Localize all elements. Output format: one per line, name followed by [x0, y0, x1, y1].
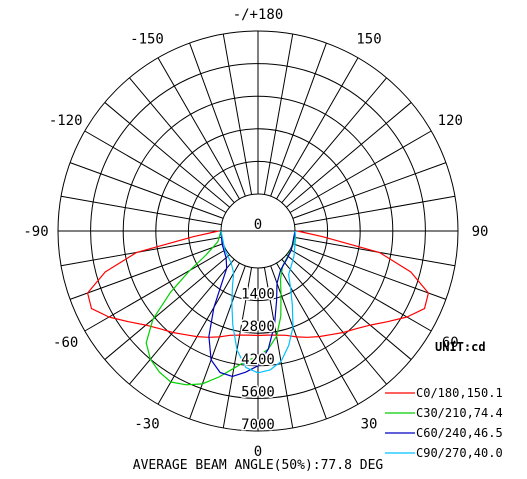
angle-label: -/+180: [233, 7, 284, 23]
grid-spoke: [84, 130, 227, 213]
grid-spoke: [129, 77, 235, 203]
grid-spoke: [270, 42, 327, 197]
grid-spoke: [69, 162, 224, 219]
grid-spoke: [294, 195, 456, 226]
grid-spoke: [292, 162, 447, 219]
grid-spoke: [157, 57, 240, 200]
angle-label: 0: [254, 444, 262, 460]
grid-spoke: [276, 57, 359, 200]
grid-spoke: [289, 249, 432, 332]
series-layer: [87, 230, 429, 386]
radial-tick-label: 7000: [241, 417, 275, 433]
grid-spoke: [69, 243, 224, 300]
angle-label: 30: [361, 416, 378, 432]
angle-label: -150: [130, 32, 164, 48]
radial-tick-label: 5600: [241, 384, 275, 400]
angle-label: -60: [53, 335, 78, 351]
angle-label: -120: [49, 113, 83, 129]
angle-label: 90: [472, 224, 489, 240]
legend-label-3: C90/270,40.0: [416, 446, 503, 460]
series-curve-1: [145, 230, 296, 386]
legend-label-2: C60/240,46.5: [416, 426, 503, 440]
angle-label: -90: [23, 224, 48, 240]
legend-label-1: C30/210,74.4: [416, 406, 503, 420]
series-curve-3: [220, 230, 297, 374]
grid-spoke: [281, 259, 387, 385]
unit-label: UNIT:cd: [435, 340, 486, 354]
grid-spoke: [189, 42, 246, 197]
grid-spoke: [222, 33, 253, 195]
grid-spoke: [60, 195, 222, 226]
grid-spoke: [263, 33, 294, 195]
grid-spoke: [286, 254, 412, 360]
angle-label: 120: [438, 113, 463, 129]
radial-tick-label: 4200: [241, 352, 275, 368]
radial-tick-label: 0: [254, 217, 262, 233]
grid-spoke: [289, 130, 432, 213]
grid-spoke: [129, 259, 235, 385]
grid-spoke: [157, 262, 240, 405]
grid-spoke: [292, 243, 447, 300]
chart-title: AVERAGE BEAM ANGLE(50%):77.8 DEG: [133, 458, 384, 473]
series-curve-2: [208, 230, 296, 377]
angle-label: -30: [134, 416, 159, 432]
grid-spoke: [281, 77, 387, 203]
series-curve-0: [87, 230, 429, 338]
grid-spoke: [104, 102, 230, 208]
radial-tick-label: 2800: [241, 319, 275, 335]
grid-spoke: [270, 265, 327, 420]
grid-spoke: [286, 102, 412, 208]
angle-label: 60: [442, 335, 459, 351]
grid-spoke: [189, 265, 246, 420]
label-layer: 0 1400 2800 4200 5600 7000 -/+180 -150 150 -120 12…: [23, 7, 488, 460]
legend-label-0: C0/180,150.1: [416, 386, 503, 400]
radial-tick-label: 1400: [241, 287, 275, 303]
grid-spoke: [84, 249, 227, 332]
grid-spoke: [104, 254, 230, 360]
angle-label: 150: [356, 32, 381, 48]
grid-spoke: [263, 267, 294, 429]
legend: UNIT:cd C0/180,150.1 C30/210,74.4 C60/240,4…: [385, 340, 503, 460]
grid-spoke: [222, 267, 253, 429]
